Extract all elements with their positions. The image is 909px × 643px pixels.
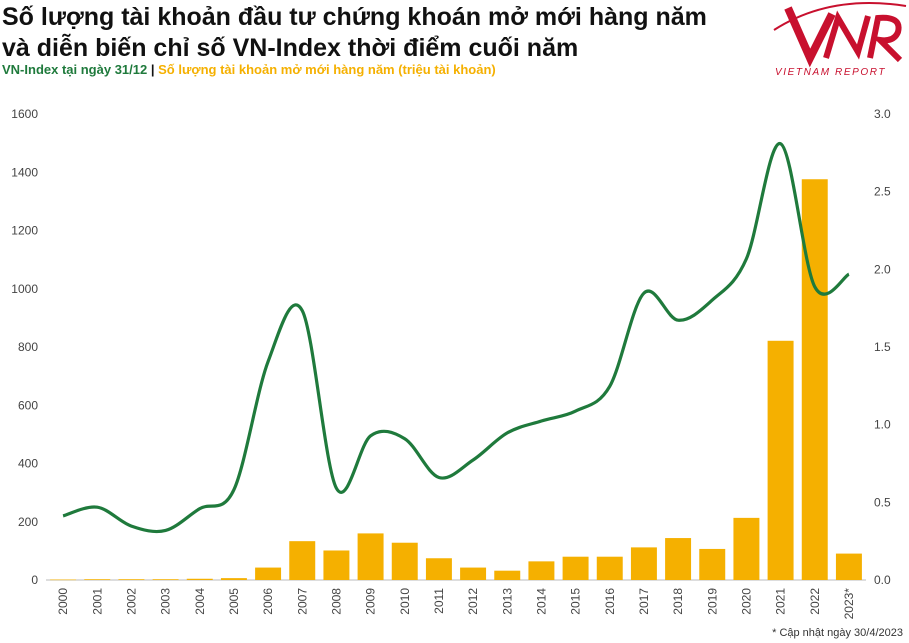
y-left-tick-label: 1600 bbox=[11, 107, 38, 121]
bar-2022 bbox=[801, 179, 828, 580]
vnindex-line bbox=[62, 142, 850, 534]
vnr-logo-text: VIETNAM REPORT bbox=[775, 67, 887, 78]
y-right-tick-label: 3.0 bbox=[874, 107, 891, 121]
footnote: * Cập nhật ngày 30/4/2023 bbox=[772, 627, 903, 639]
y-right-tick-label: 1.5 bbox=[874, 340, 891, 354]
x-tick-label-2010: 2010 bbox=[398, 588, 412, 615]
x-tick-label-2017: 2017 bbox=[637, 588, 651, 615]
x-tick-label-2006: 2006 bbox=[261, 588, 275, 615]
y-left-tick-label: 1200 bbox=[11, 224, 38, 238]
x-tick-label-2023*: 2023* bbox=[842, 588, 856, 620]
bar-2021 bbox=[767, 340, 794, 580]
y-left-tick-label: 600 bbox=[18, 398, 38, 412]
subtitle-separator: | bbox=[147, 62, 159, 77]
bar-2003 bbox=[152, 579, 179, 580]
x-tick-label-2014: 2014 bbox=[534, 588, 548, 615]
x-tick-label-2002: 2002 bbox=[124, 588, 138, 615]
subtitle-vnindex-legend: VN-Index tại ngày 31/12 bbox=[2, 62, 148, 77]
x-tick-label-2021: 2021 bbox=[774, 588, 788, 615]
chart-subtitle: VN-Index tại ngày 31/12 | Số lượng tài k… bbox=[2, 62, 496, 77]
x-tick-label-2008: 2008 bbox=[329, 588, 343, 615]
bar-2011 bbox=[425, 558, 452, 580]
x-tick-label-2015: 2015 bbox=[569, 588, 583, 615]
x-tick-label-2004: 2004 bbox=[193, 588, 207, 615]
y-right-tick-label: 1.0 bbox=[874, 418, 891, 432]
y-left-tick-label: 400 bbox=[18, 457, 38, 471]
y-left-tick-label: 200 bbox=[18, 515, 38, 529]
x-tick-label-2018: 2018 bbox=[671, 588, 685, 615]
y-right-tick-label: 2.5 bbox=[874, 185, 891, 199]
bar-2006 bbox=[255, 567, 282, 580]
x-tick-label-2000: 2000 bbox=[56, 588, 70, 615]
x-tick-label-2016: 2016 bbox=[603, 588, 617, 615]
bar-2005 bbox=[220, 578, 247, 580]
bar-2017 bbox=[630, 547, 657, 580]
y-right-tick-label: 0.5 bbox=[874, 495, 891, 509]
bar-2007 bbox=[289, 541, 316, 580]
bar-2023* bbox=[835, 553, 862, 580]
bar-2000 bbox=[50, 579, 77, 581]
bar-2004 bbox=[186, 578, 213, 580]
bar-2015 bbox=[562, 556, 589, 580]
bar-2013 bbox=[494, 570, 521, 580]
x-tick-label-2009: 2009 bbox=[364, 588, 378, 615]
y-right-tick-label: 2.0 bbox=[874, 262, 891, 276]
bar-2002 bbox=[118, 579, 145, 580]
combo-chart: 0 200 400 600 800 1000 1200 1400 1600 0.0 0.5 1.0 1.… bbox=[11, 107, 891, 620]
bar-2019 bbox=[699, 548, 726, 580]
bar-2020 bbox=[733, 517, 760, 580]
y-left-tick-label: 0 bbox=[31, 573, 38, 587]
x-tick-label-2005: 2005 bbox=[227, 588, 241, 615]
x-tick-label-2011: 2011 bbox=[432, 588, 446, 614]
x-tick-label-2007: 2007 bbox=[295, 588, 309, 615]
x-tick-label-2022: 2022 bbox=[808, 588, 822, 615]
bar-2008 bbox=[323, 550, 350, 580]
chart-title: Số lượng tài khoản đầu tư chứng khoán mở… bbox=[2, 2, 722, 64]
y-right-tick-label: 0.0 bbox=[874, 573, 891, 587]
x-tick-label-2012: 2012 bbox=[466, 588, 480, 615]
y-left-tick-label: 1000 bbox=[11, 282, 38, 296]
y-left-tick-label: 800 bbox=[18, 340, 38, 354]
bar-2018 bbox=[665, 538, 692, 580]
vnr-logo-icon bbox=[773, 2, 907, 68]
bar-2009 bbox=[357, 533, 384, 580]
bar-2010 bbox=[391, 542, 418, 580]
title-line-2: và diễn biến chỉ số VN-Index thời điểm c… bbox=[2, 34, 579, 62]
x-tick-label-2019: 2019 bbox=[705, 588, 719, 615]
subtitle-accounts-legend: Số lượng tài khoản mở mới hàng năm (triệ… bbox=[158, 62, 496, 77]
x-tick-label-2001: 2001 bbox=[90, 588, 104, 615]
bar-2001 bbox=[84, 579, 111, 580]
bar-2014 bbox=[528, 561, 555, 580]
x-tick-label-2020: 2020 bbox=[739, 588, 753, 615]
x-tick-label-2003: 2003 bbox=[159, 588, 173, 615]
title-line-1: Số lượng tài khoản đầu tư chứng khoán mở… bbox=[2, 3, 707, 31]
y-left-tick-label: 1400 bbox=[11, 165, 38, 179]
bar-2012 bbox=[460, 567, 487, 580]
x-tick-label-2013: 2013 bbox=[500, 588, 514, 615]
bar-2016 bbox=[596, 556, 623, 580]
